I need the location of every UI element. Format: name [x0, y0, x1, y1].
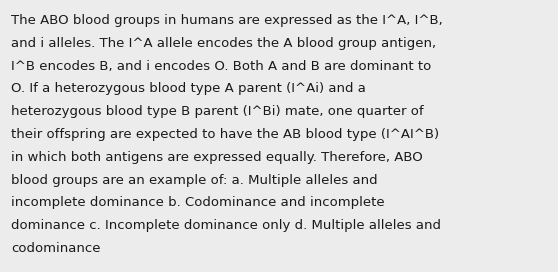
Text: blood groups are an example of: a. Multiple alleles and: blood groups are an example of: a. Multi… — [11, 174, 378, 187]
Text: and i alleles. The I^A allele encodes the A blood group antigen,: and i alleles. The I^A allele encodes th… — [11, 37, 436, 50]
Text: in which both antigens are expressed equally. Therefore, ABO: in which both antigens are expressed equ… — [11, 151, 423, 164]
Text: incomplete dominance b. Codominance and incomplete: incomplete dominance b. Codominance and … — [11, 196, 384, 209]
Text: heterozygous blood type B parent (I^Bi) mate, one quarter of: heterozygous blood type B parent (I^Bi) … — [11, 105, 424, 118]
Text: I^B encodes B, and i encodes O. Both A and B are dominant to: I^B encodes B, and i encodes O. Both A a… — [11, 60, 431, 73]
Text: dominance c. Incomplete dominance only d. Multiple alleles and: dominance c. Incomplete dominance only d… — [11, 219, 441, 232]
Text: The ABO blood groups in humans are expressed as the I^A, I^B,: The ABO blood groups in humans are expre… — [11, 14, 442, 27]
Text: codominance: codominance — [11, 242, 100, 255]
Text: their offspring are expected to have the AB blood type (I^AI^B): their offspring are expected to have the… — [11, 128, 439, 141]
Text: O. If a heterozygous blood type A parent (I^Ai) and a: O. If a heterozygous blood type A parent… — [11, 82, 366, 95]
